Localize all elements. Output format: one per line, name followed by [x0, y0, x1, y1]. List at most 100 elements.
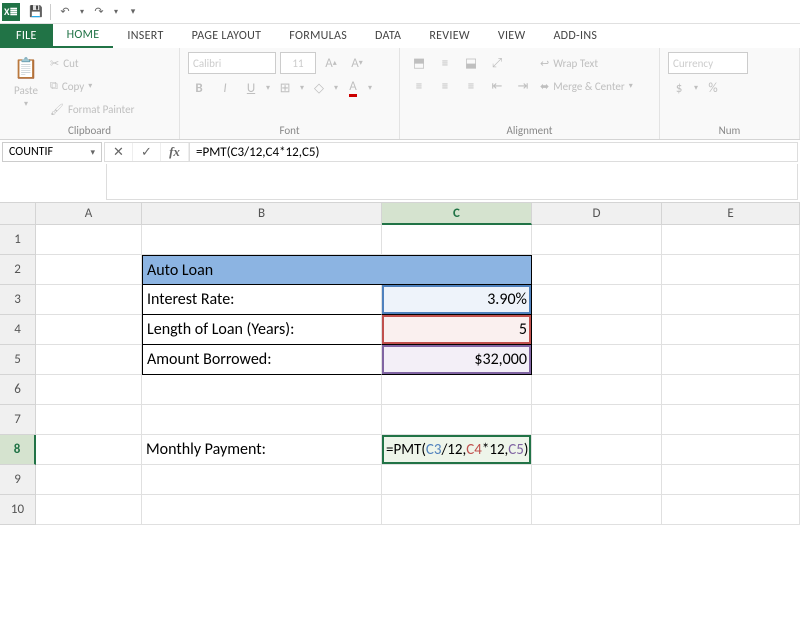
select-all-corner[interactable]	[0, 203, 36, 225]
align-right-button[interactable]: ≡	[460, 75, 482, 97]
fill-color-button[interactable]: ◇	[308, 77, 330, 99]
redo-button[interactable]: ↷	[89, 2, 109, 22]
copy-button[interactable]: ⧉Copy▾	[50, 75, 134, 97]
save-button[interactable]: 💾	[26, 2, 46, 22]
row-header-5[interactable]: 5	[0, 345, 36, 375]
cell-E7[interactable]	[662, 405, 800, 435]
italic-button[interactable]: I	[214, 77, 236, 99]
cell-B5[interactable]: Amount Borrowed:	[142, 345, 382, 375]
cell-B1[interactable]	[142, 225, 382, 255]
insert-function-button[interactable]: fx	[161, 143, 189, 161]
tab-home[interactable]: HOME	[53, 24, 114, 48]
align-left-button[interactable]: ≡	[408, 75, 430, 97]
tab-review[interactable]: REVIEW	[415, 24, 484, 48]
cell-C8[interactable]: =PMT(C3/12,C4*12,C5)	[382, 435, 532, 465]
cell-A4[interactable]	[36, 315, 142, 345]
cell-D3[interactable]	[532, 285, 662, 315]
cell-C10[interactable]	[382, 495, 532, 525]
cell-C4[interactable]: 5	[382, 315, 532, 345]
cell-B10[interactable]	[142, 495, 382, 525]
cell-D5[interactable]	[532, 345, 662, 375]
redo-dropdown[interactable]: ▾	[111, 2, 121, 22]
name-box[interactable]: COUNTIF ▾	[2, 142, 102, 162]
font-name-combo[interactable]: Calibri	[188, 52, 276, 74]
cell-E10[interactable]	[662, 495, 800, 525]
cell-D10[interactable]	[532, 495, 662, 525]
font-size-combo[interactable]: 11	[280, 52, 316, 74]
tab-view[interactable]: VIEW	[484, 24, 540, 48]
tab-data[interactable]: DATA	[361, 24, 415, 48]
tab-file[interactable]: FILE	[0, 24, 53, 48]
cell-D7[interactable]	[532, 405, 662, 435]
cell-A2[interactable]	[36, 255, 142, 285]
cell-C2[interactable]	[382, 255, 532, 285]
tab-page-layout[interactable]: PAGE LAYOUT	[178, 24, 276, 48]
cell-C1[interactable]	[382, 225, 532, 255]
undo-dropdown[interactable]: ▾	[77, 2, 87, 22]
orientation-button[interactable]: ⤢	[486, 52, 508, 74]
cell-B2[interactable]: Auto Loan	[142, 255, 382, 285]
cell-B6[interactable]	[142, 375, 382, 405]
cell-E6[interactable]	[662, 375, 800, 405]
cell-A3[interactable]	[36, 285, 142, 315]
align-bottom-button[interactable]: ⬓	[460, 52, 482, 74]
cell-D8[interactable]	[532, 435, 662, 465]
cell-C3[interactable]: 3.90%	[382, 285, 532, 315]
wrap-text-button[interactable]: ↩Wrap Text	[540, 52, 633, 74]
cell-D6[interactable]	[532, 375, 662, 405]
cell-C5[interactable]: $32,000	[382, 345, 532, 375]
tab-addins[interactable]: ADD-INS	[539, 24, 611, 48]
cell-A9[interactable]	[36, 465, 142, 495]
cell-E4[interactable]	[662, 315, 800, 345]
formula-bar-expanded[interactable]	[106, 164, 798, 200]
cell-E2[interactable]	[662, 255, 800, 285]
cell-B7[interactable]	[142, 405, 382, 435]
font-color-button[interactable]: A	[342, 77, 364, 99]
format-painter-button[interactable]: 🖌Format Painter	[50, 98, 134, 120]
cell-D2[interactable]	[532, 255, 662, 285]
column-header-C[interactable]: C	[382, 203, 532, 225]
align-center-button[interactable]: ≡	[434, 75, 456, 97]
cell-D9[interactable]	[532, 465, 662, 495]
tab-formulas[interactable]: FORMULAS	[275, 24, 361, 48]
cell-A8[interactable]	[36, 435, 142, 465]
align-middle-button[interactable]: ≡	[434, 52, 456, 74]
cell-E5[interactable]	[662, 345, 800, 375]
formula-input[interactable]: =PMT(C3/12,C4*12,C5)	[190, 142, 798, 162]
column-header-B[interactable]: B	[142, 203, 382, 225]
cell-A1[interactable]	[36, 225, 142, 255]
bold-button[interactable]: B	[188, 77, 210, 99]
column-header-D[interactable]: D	[532, 203, 662, 225]
cell-A5[interactable]	[36, 345, 142, 375]
row-header-9[interactable]: 9	[0, 465, 36, 495]
worksheet-grid[interactable]: ABCDE12Auto Loan3Interest Rate:3.90%4Len…	[0, 203, 800, 525]
shrink-font-button[interactable]: A▾	[346, 52, 368, 74]
row-header-3[interactable]: 3	[0, 285, 36, 315]
cell-A10[interactable]	[36, 495, 142, 525]
cell-A6[interactable]	[36, 375, 142, 405]
percent-button[interactable]: %	[702, 77, 724, 99]
row-header-8[interactable]: 8	[0, 435, 36, 465]
cell-D4[interactable]	[532, 315, 662, 345]
cell-B9[interactable]	[142, 465, 382, 495]
cell-A7[interactable]	[36, 405, 142, 435]
currency-button[interactable]: $	[668, 77, 690, 99]
merge-center-button[interactable]: ⬌Merge & Center▾	[540, 75, 633, 97]
row-header-4[interactable]: 4	[0, 315, 36, 345]
cell-D1[interactable]	[532, 225, 662, 255]
customize-qat[interactable]: ▾	[123, 2, 143, 22]
cell-E8[interactable]	[662, 435, 800, 465]
accept-formula-button[interactable]: ✓	[133, 143, 161, 161]
number-format-combo[interactable]: Currency	[668, 52, 748, 74]
row-header-6[interactable]: 6	[0, 375, 36, 405]
row-header-10[interactable]: 10	[0, 495, 36, 525]
grow-font-button[interactable]: A▴	[320, 52, 342, 74]
border-button[interactable]: ⊞	[274, 77, 296, 99]
cell-E9[interactable]	[662, 465, 800, 495]
row-header-2[interactable]: 2	[0, 255, 36, 285]
tab-insert[interactable]: INSERT	[113, 24, 177, 48]
decrease-indent-button[interactable]: ⇤	[486, 75, 508, 97]
column-header-A[interactable]: A	[36, 203, 142, 225]
cancel-formula-button[interactable]: ✕	[105, 143, 133, 161]
row-header-1[interactable]: 1	[0, 225, 36, 255]
